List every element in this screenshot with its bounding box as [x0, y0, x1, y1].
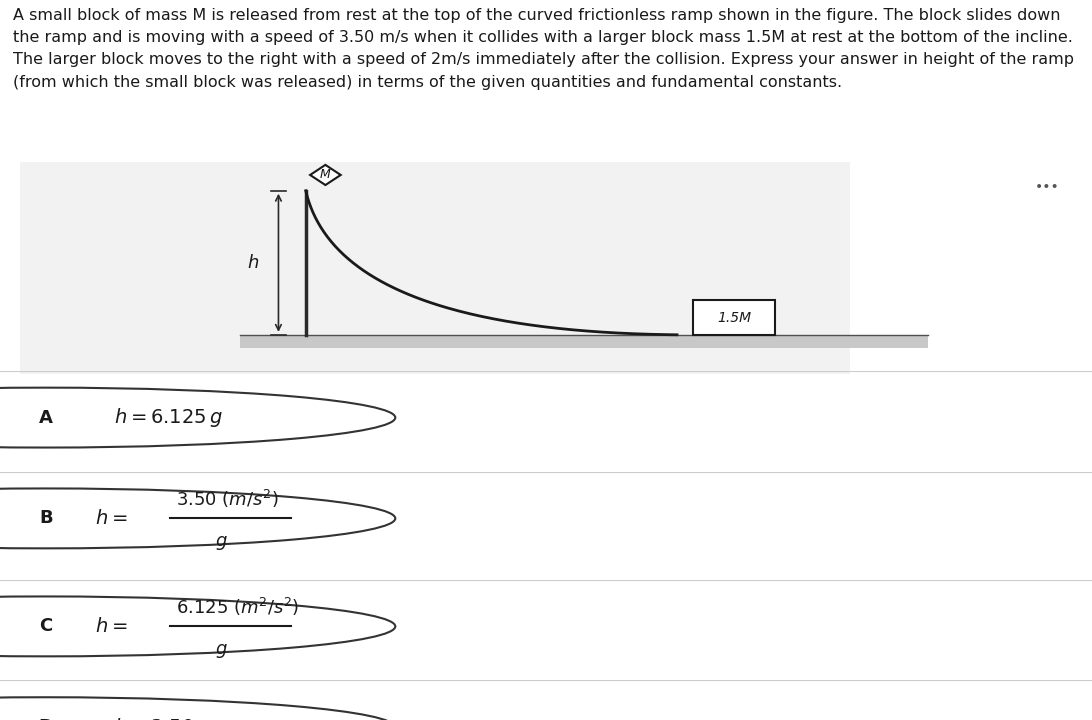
- Text: A small block of mass M is released from rest at the top of the curved frictionl: A small block of mass M is released from…: [13, 8, 1075, 89]
- Bar: [240, 335, 928, 348]
- Text: $h$: $h$: [247, 254, 259, 271]
- Text: $h=$: $h=$: [95, 509, 128, 528]
- Text: 3.50 $(m/s^2)$: 3.50 $(m/s^2)$: [176, 488, 278, 510]
- Text: A: A: [39, 409, 52, 426]
- Text: B: B: [39, 510, 52, 527]
- Text: $M$: $M$: [319, 168, 332, 181]
- Bar: [693, 300, 775, 335]
- Text: D: D: [38, 719, 54, 720]
- Text: 6.125 $(m^2/s^2)$: 6.125 $(m^2/s^2)$: [176, 596, 299, 618]
- FancyBboxPatch shape: [20, 162, 850, 374]
- Polygon shape: [310, 165, 341, 185]
- Text: •••: •••: [1034, 180, 1059, 194]
- Text: $h = 6.125\,g$: $h = 6.125\,g$: [114, 406, 223, 429]
- Text: C: C: [39, 618, 52, 636]
- Text: $h=$: $h=$: [95, 617, 128, 636]
- Text: 1.5M: 1.5M: [717, 310, 751, 325]
- Text: $g$: $g$: [215, 534, 227, 552]
- Text: $h = 3.50\,g$: $h = 3.50\,g$: [114, 716, 211, 720]
- Text: $g$: $g$: [215, 642, 227, 660]
